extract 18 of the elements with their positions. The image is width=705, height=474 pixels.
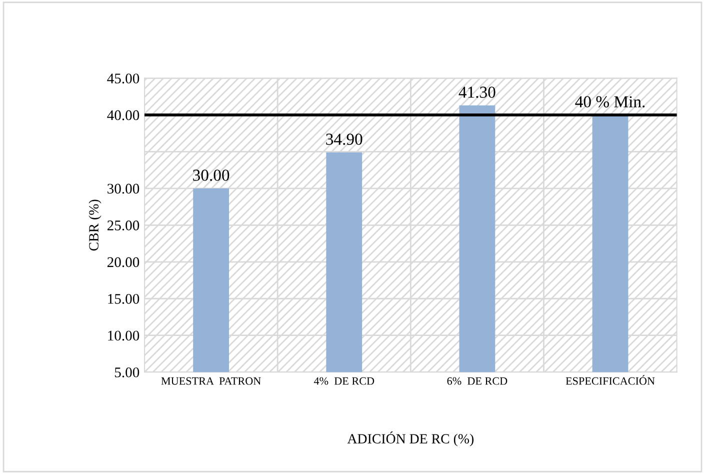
x-tick-label: ESPECIFICACIÓN [566, 375, 655, 385]
x-tick-label: MUESTRA PATRON [161, 377, 261, 385]
x-tick-label: 6% DE RCD [447, 377, 508, 385]
data-label: 40 % Min. [575, 96, 645, 108]
y-axis-title: CBR (%) [88, 200, 102, 251]
y-tick-label: 40.00 [107, 110, 140, 120]
x-tick-label: 4% DE RCD [314, 377, 374, 385]
y-tick-label: 10.00 [108, 330, 140, 341]
y-tick-label: 5.00 [114, 367, 140, 378]
y-tick-label: 30.00 [108, 184, 140, 194]
y-tick-label: 20.00 [107, 257, 140, 268]
y-tick-label: 25.00 [107, 220, 140, 230]
x-axis-title: ADICIÓN DE RC (%) [347, 431, 474, 446]
data-label: 41.30 [458, 86, 496, 98]
y-tick-label: 15.00 [108, 294, 140, 304]
data-label: 34.90 [326, 134, 362, 145]
data-label: 30.00 [193, 170, 230, 181]
y-tick-label: 45.00 [107, 74, 140, 84]
